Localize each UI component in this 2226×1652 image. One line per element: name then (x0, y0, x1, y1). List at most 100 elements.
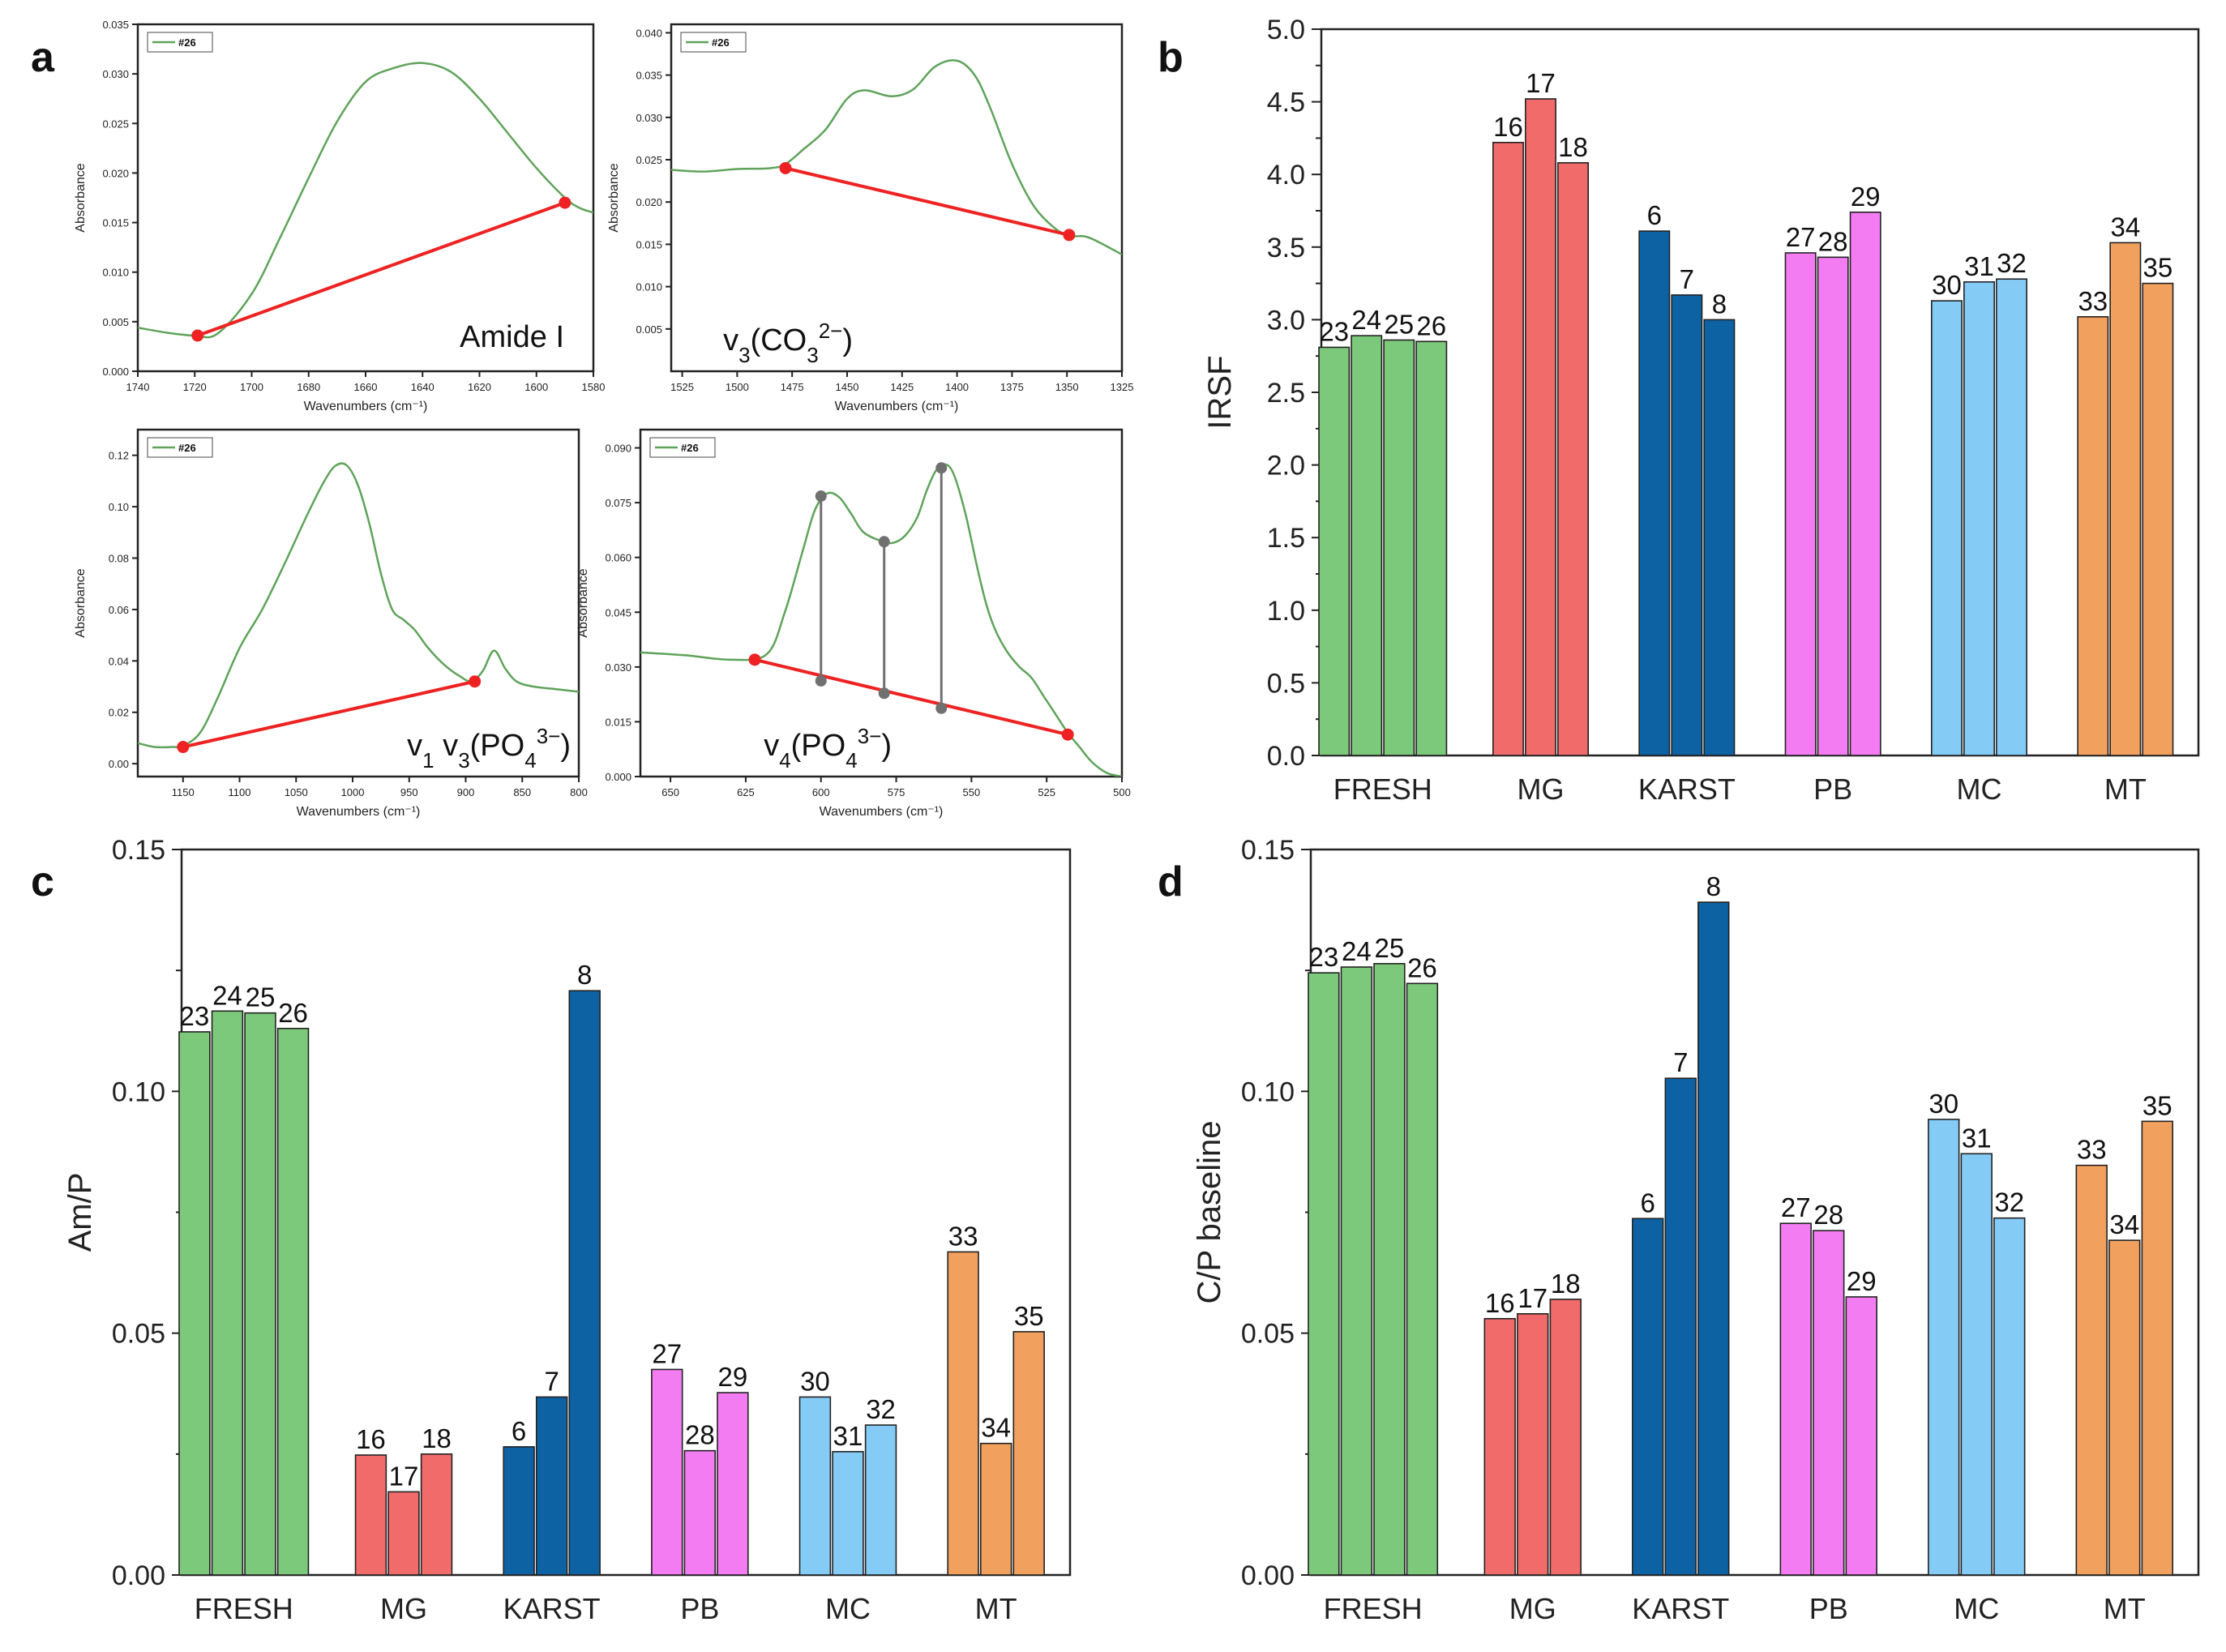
a1-legend-label: #26 (178, 36, 196, 49)
d-bar-label: 23 (1309, 942, 1339, 972)
b-bar-label: 35 (2143, 253, 2173, 283)
d-bar (2075, 1164, 2108, 1576)
b-bar-label: 25 (1384, 309, 1414, 339)
a3-ytick-label: 0.08 (109, 553, 129, 565)
a4-frame (639, 428, 1124, 778)
b-bar-label: 27 (1786, 222, 1816, 252)
a2-xtick-label: 1425 (890, 381, 914, 393)
panel-letter-a: a (31, 34, 55, 81)
a3-ytick-label: 0.04 (109, 655, 129, 667)
c-bar-label: 26 (278, 998, 308, 1028)
d-ytick-label: 0.05 (1241, 1319, 1295, 1350)
b-ytick-label: 0.0 (1267, 741, 1305, 772)
c-bar (276, 1027, 310, 1576)
b-ytick-label: 2.0 (1267, 451, 1305, 481)
c-bar (1012, 1331, 1045, 1576)
a2-ytick-label: 0.035 (636, 70, 662, 82)
b-bar (1557, 162, 1589, 756)
c-ytick-label: 0.15 (112, 835, 165, 866)
c-bar-label: 35 (1014, 1301, 1044, 1331)
a1-ytick-label: 0.035 (102, 19, 129, 31)
c-bar-label: 23 (180, 1001, 210, 1031)
b-category-label: KARST (1638, 773, 1736, 806)
b-bar-label: 26 (1416, 310, 1446, 340)
a3-baseline-dot-end (469, 675, 482, 688)
a1-ytick-label: 0.010 (102, 267, 129, 279)
a1-xtick-label: 1700 (240, 381, 263, 393)
c-category-label: FRESH (195, 1592, 293, 1625)
a1-xtick-label: 1680 (297, 381, 320, 393)
b-category-label: MG (1518, 773, 1565, 806)
a2-xtick-label: 1375 (1000, 381, 1024, 393)
a1-spectrum-line (138, 62, 593, 339)
b-bar-label: 8 (1712, 289, 1727, 319)
a2-baseline-dot-start (779, 161, 792, 174)
a4-xtick-label: 600 (812, 786, 830, 798)
d-bar (1697, 901, 1730, 1576)
d-category-label: MT (2104, 1592, 2146, 1625)
b-bar-label: 18 (1558, 132, 1588, 162)
b-bar-label: 6 (1647, 200, 1662, 230)
a2-xtick-label: 1500 (726, 381, 749, 393)
d-bar (1813, 1230, 1845, 1576)
c-bar (244, 1012, 276, 1576)
c-bar (864, 1424, 897, 1576)
b-ytick-label: 1.5 (1267, 523, 1305, 554)
c-category-label: MC (825, 1592, 871, 1625)
b-bar-label: 31 (1964, 251, 1994, 281)
c-bar-label: 33 (948, 1221, 978, 1251)
d-category-label: MC (1954, 1592, 1999, 1625)
a1-frame (136, 23, 595, 373)
a1-xtick-label: 1620 (468, 381, 491, 393)
panel-letter-c: c (31, 858, 54, 905)
c-ytick-label: 0.05 (112, 1319, 165, 1350)
d-bar-label: 31 (1962, 1123, 1992, 1153)
c-category-label: MT (975, 1592, 1017, 1625)
c-bar-label: 31 (833, 1421, 863, 1451)
a3-xtick-label: 850 (513, 786, 531, 798)
a2-xtick-label: 1525 (670, 381, 694, 393)
d-bar-label: 7 (1673, 1047, 1688, 1077)
a4-peak-bottom-dot (935, 702, 948, 714)
a3-xtick-label: 950 (400, 786, 418, 798)
d-bar-label: 28 (1813, 1200, 1843, 1230)
b-ylabel: IRSF (1202, 355, 1238, 429)
c-bar (420, 1453, 453, 1576)
c-bar-label: 32 (866, 1394, 896, 1424)
b-bar-label: 30 (1932, 270, 1962, 300)
a1-ytick-label: 0.020 (102, 167, 129, 179)
a3-xlabel: Wavenumbers (cm⁻¹) (297, 805, 421, 819)
b-bar (1415, 340, 1448, 756)
b-bar (2109, 242, 2142, 756)
d-bar (1632, 1218, 1664, 1576)
a4-peak-top-dot (815, 490, 827, 502)
b-bar (1383, 339, 1415, 756)
a3-xtick-label: 1150 (172, 786, 195, 798)
b-bar (1849, 211, 1881, 756)
a2-xtick-label: 1450 (836, 381, 859, 393)
b-bar-label: 17 (1526, 68, 1556, 98)
a3-xtick-label: 1100 (229, 786, 251, 798)
a2-ytick-label: 0.025 (636, 154, 662, 166)
b-bar (1318, 346, 1351, 756)
a2-frame (670, 23, 1124, 373)
b-bar (1525, 98, 1556, 756)
b-bar-label: 28 (1818, 226, 1848, 256)
d-bar-label: 32 (1994, 1188, 2024, 1218)
d-bar (1779, 1222, 1812, 1576)
d-bar (1340, 966, 1373, 1576)
a2-xtick-label: 1400 (945, 381, 969, 393)
a3-ytick-label: 0.12 (109, 450, 129, 462)
a2-baseline (785, 166, 1070, 237)
a2-ytick-label: 0.030 (636, 112, 662, 124)
a1-ylabel: Absorbance (74, 163, 88, 232)
d-bar-label: 29 (1847, 1266, 1877, 1296)
a4-peak-bottom-dot (815, 674, 827, 687)
a3-xtick-label: 1000 (341, 786, 365, 798)
a1-xtick-label: 1740 (126, 381, 150, 393)
d-bar-label: 6 (1641, 1188, 1655, 1218)
d-ylabel: C/P baseline (1192, 1120, 1227, 1303)
b-ytick-label: 4.5 (1267, 88, 1305, 118)
a3-baseline-dot-start (177, 741, 190, 754)
a3-ytick-label: 0.00 (109, 758, 129, 770)
